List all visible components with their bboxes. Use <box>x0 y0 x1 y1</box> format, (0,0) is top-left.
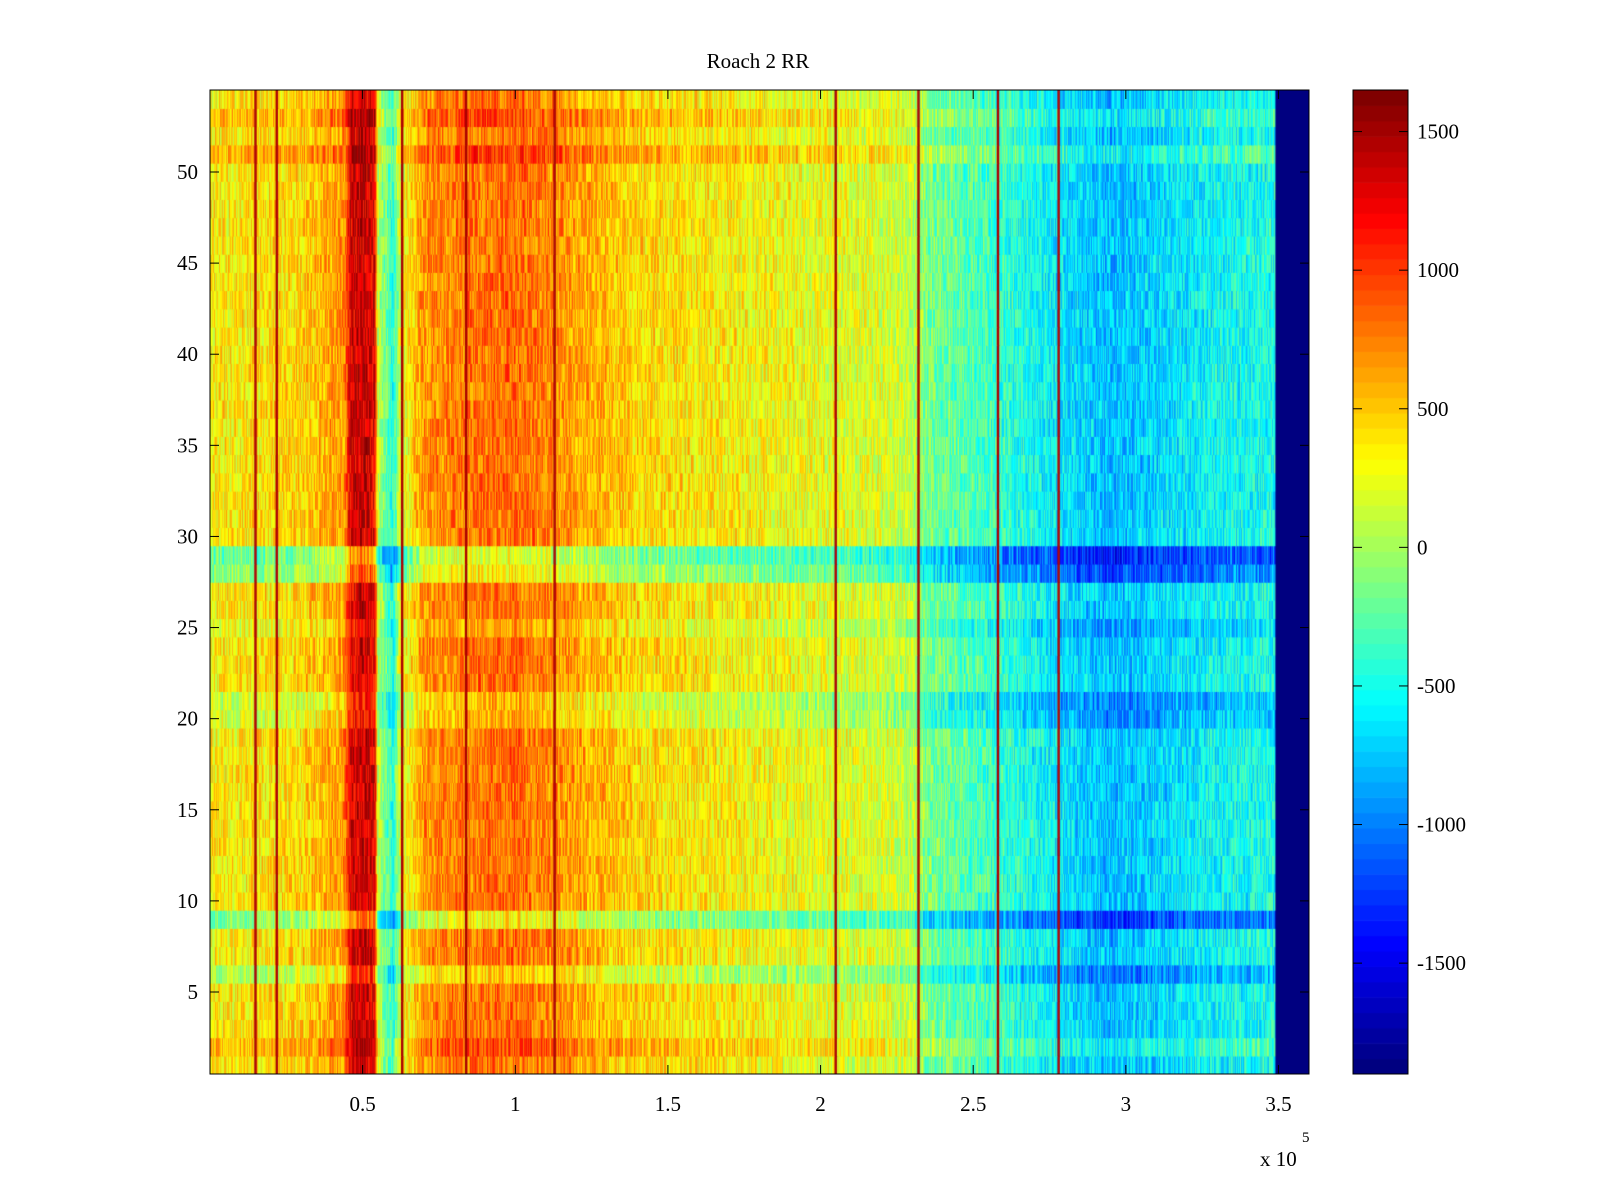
x-tick-label: 0.5 <box>350 1092 376 1116</box>
colorbar-axis: 1500 1000 500 0 -500 -1000 -1500 <box>1353 120 1466 975</box>
y-tick-label: 50 <box>177 160 198 184</box>
x-axis: 0.5 1 1.5 2 2.5 3 3.5 <box>350 90 1292 1116</box>
x-tick-label: 1.5 <box>655 1092 681 1116</box>
x-tick-label: 3 <box>1121 1092 1132 1116</box>
y-tick-label: 30 <box>177 524 198 548</box>
colorbar-tick-label: -1500 <box>1417 951 1466 975</box>
y-tick-label: 25 <box>177 616 198 640</box>
x-tick-label: 2 <box>815 1092 826 1116</box>
chart-title: Roach 2 RR <box>707 49 810 73</box>
colorbar-tick-label: 500 <box>1417 397 1449 421</box>
colorbar-tick-label: 1000 <box>1417 258 1459 282</box>
y-tick-label: 35 <box>177 433 198 457</box>
heatmap-image <box>210 90 1309 1074</box>
colorbar-tick-label: -500 <box>1417 674 1456 698</box>
colorbar-tick-label: -1000 <box>1417 813 1466 837</box>
x-tick-label: 1 <box>510 1092 521 1116</box>
colorbar-frame <box>1352 89 1409 1075</box>
x-tick-label: 2.5 <box>960 1092 986 1116</box>
y-tick-label: 40 <box>177 342 198 366</box>
x-tick-label: 3.5 <box>1265 1092 1291 1116</box>
y-tick-label: 15 <box>177 798 198 822</box>
y-axis: 5 10 15 20 25 30 35 40 45 50 <box>177 160 1309 1004</box>
y-tick-label: 5 <box>188 980 199 1004</box>
x-exponent-label: x 10 <box>1260 1147 1297 1171</box>
colorbar-gradient-area <box>1353 90 1408 1074</box>
y-tick-label: 20 <box>177 707 198 731</box>
colorbar-tick-label: 0 <box>1417 535 1428 559</box>
y-tick-label: 10 <box>177 889 198 913</box>
heatmap-area <box>210 90 1309 1074</box>
y-tick-label: 45 <box>177 251 198 275</box>
colorbar-gradient <box>1353 90 1408 1074</box>
colorbar-tick-label: 1500 <box>1417 120 1459 144</box>
plot-axes-frame <box>209 89 1310 1075</box>
x-exponent-superscript: 5 <box>1302 1130 1310 1146</box>
